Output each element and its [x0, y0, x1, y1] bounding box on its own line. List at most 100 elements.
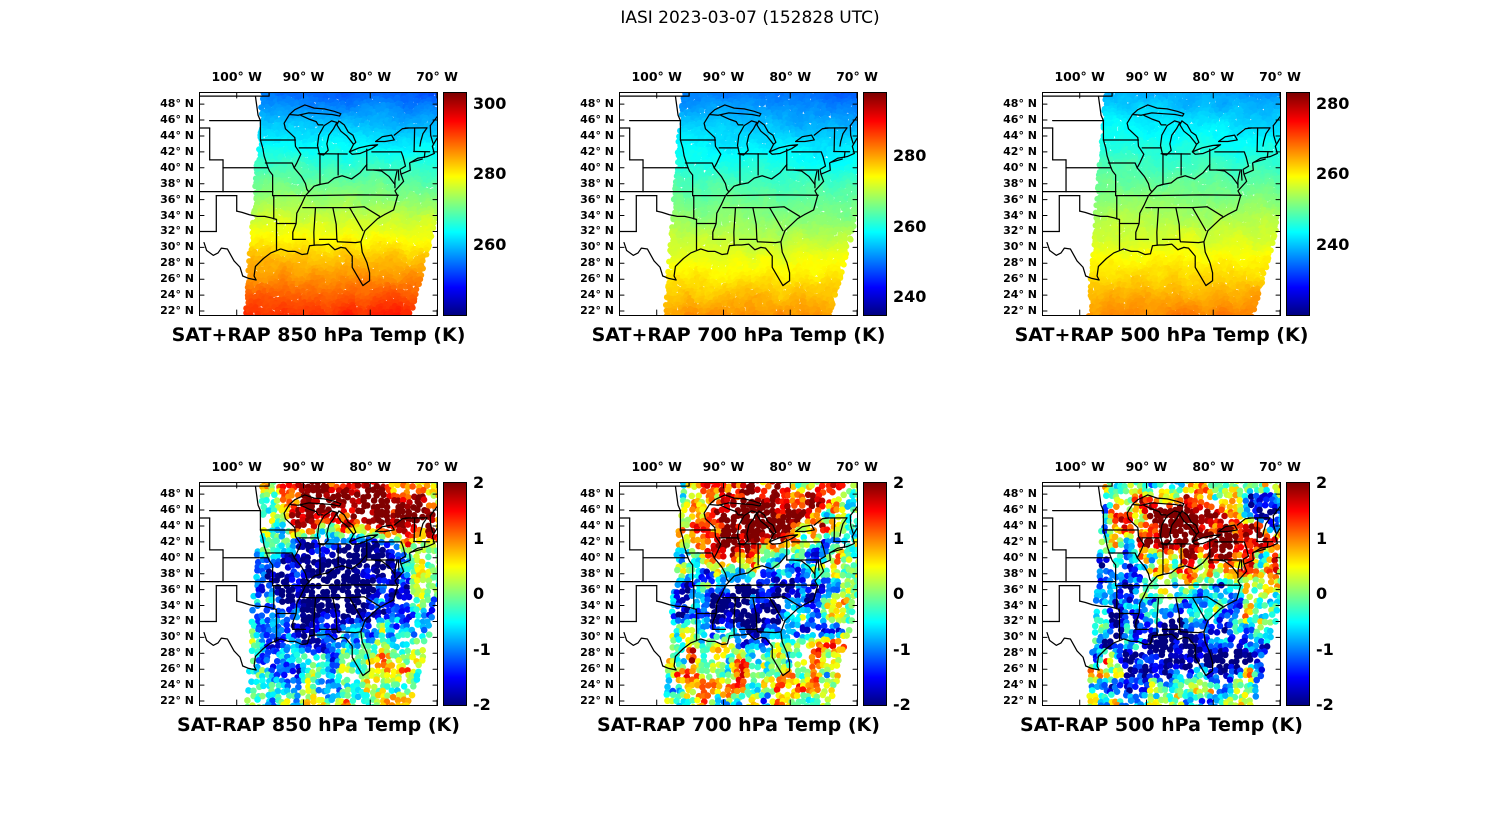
colorbar-tick-label: -2 [473, 695, 491, 714]
plot-box-sat-plus-rap-700 [619, 92, 858, 316]
lat-tick-label: 26° N [580, 272, 614, 286]
lat-tick-label: 24° N [1003, 678, 1037, 692]
colorbar-tick-label: 0 [473, 584, 485, 603]
lat-tick-label: 34° N [1003, 208, 1037, 222]
lat-tick-label: 42° N [160, 144, 194, 158]
lat-tick-label: 22° N [160, 304, 194, 318]
lat-tick-label: 42° N [580, 534, 614, 548]
lat-tick-label: 46° N [1003, 503, 1037, 517]
lat-tick-label: 46° N [580, 113, 614, 127]
lat-tick-label: 24° N [1003, 288, 1037, 302]
colorbar-tick-label: 280 [1316, 93, 1350, 113]
lon-tick-label: 100° W [1054, 69, 1105, 84]
lat-tick-label: 46° N [580, 503, 614, 517]
lon-tick-label: 70° W [1259, 69, 1301, 84]
lon-tick-label: 80° W [1192, 459, 1235, 474]
lat-tick-label: 22° N [580, 694, 614, 708]
lat-tick-label: 40° N [160, 550, 194, 564]
colorbar-tick-label: 2 [893, 473, 905, 492]
colorbar-tick-label: 260 [893, 216, 927, 236]
lon-tick-label: 70° W [836, 459, 878, 474]
map-canvas-sat-plus-rap-850 [200, 93, 437, 315]
lat-tick-label: 22° N [1003, 304, 1037, 318]
colorbar-tick-label: 1 [1316, 528, 1328, 548]
lat-tick-label: 34° N [580, 598, 614, 612]
colorbar-sat-minus-rap-850 [443, 482, 467, 706]
lon-tick-label: 90° W [282, 459, 325, 474]
lon-tick-label: 80° W [349, 459, 392, 474]
lat-tick-label: 28° N [1003, 256, 1037, 270]
lon-tick-label: 100° W [1054, 459, 1105, 474]
lon-tick-label: 70° W [416, 69, 458, 84]
lat-tick-label: 44° N [1003, 128, 1037, 142]
panel-title-sat-minus-rap-700: SAT-RAP 700 hPa Temp (K) [597, 714, 880, 736]
colorbar-tick-label: -1 [473, 639, 491, 659]
colorbar-tick-label: 2 [1316, 473, 1328, 492]
lat-tick-label: 28° N [160, 256, 194, 270]
colorbar-canvas-sat-plus-rap-700 [864, 93, 886, 315]
map-canvas-sat-plus-rap-500 [1043, 93, 1280, 315]
lon-tick-label: 70° W [836, 69, 878, 84]
lat-tick-label: 44° N [580, 518, 614, 532]
lat-tick-label: 26° N [1003, 272, 1037, 286]
figure-title: IASI 2023-03-07 (152828 UTC) [620, 8, 880, 28]
lat-tick-label: 40° N [160, 160, 194, 174]
lat-tick-label: 34° N [580, 208, 614, 222]
plot-box-sat-minus-rap-500 [1042, 482, 1281, 706]
lon-tick-label: 80° W [1192, 69, 1235, 84]
lat-tick-label: 38° N [160, 566, 194, 580]
colorbar-sat-minus-rap-700 [863, 482, 887, 706]
lat-tick-label: 26° N [160, 272, 194, 286]
colorbar-tick-label: 240 [1316, 234, 1350, 254]
lat-tick-label: 42° N [580, 144, 614, 158]
lon-tick-label: 100° W [631, 459, 682, 474]
lat-tick-label: 30° N [160, 240, 194, 254]
lat-tick-label: 28° N [1003, 646, 1037, 660]
colorbar-canvas-sat-minus-rap-500 [1287, 483, 1309, 705]
panel-title-sat-minus-rap-850: SAT-RAP 850 hPa Temp (K) [177, 714, 460, 736]
lat-tick-label: 32° N [160, 224, 194, 238]
colorbar-tick-label: 0 [1316, 584, 1328, 603]
lat-tick-label: 24° N [160, 288, 194, 302]
lat-tick-label: 22° N [160, 694, 194, 708]
lat-tick-label: 32° N [1003, 224, 1037, 238]
lon-tick-label: 90° W [702, 459, 745, 474]
lat-tick-label: 48° N [580, 487, 614, 501]
lat-tick-label: 46° N [160, 113, 194, 127]
colorbar-tick-label: 2 [473, 473, 485, 492]
lat-tick-label: 26° N [580, 662, 614, 676]
map-canvas-sat-minus-rap-500 [1043, 483, 1280, 705]
lat-tick-label: 42° N [160, 534, 194, 548]
map-canvas-sat-minus-rap-700 [620, 483, 857, 705]
colorbar-canvas-sat-plus-rap-850 [444, 93, 466, 315]
colorbar-sat-minus-rap-500 [1286, 482, 1310, 706]
lat-tick-label: 28° N [580, 646, 614, 660]
lat-tick-label: 24° N [580, 288, 614, 302]
lat-tick-label: 34° N [160, 208, 194, 222]
lat-tick-label: 48° N [1003, 487, 1037, 501]
lat-tick-label: 44° N [1003, 518, 1037, 532]
lat-tick-label: 40° N [1003, 160, 1037, 174]
plot-box-sat-minus-rap-700 [619, 482, 858, 706]
colorbar-tick-label: 260 [473, 234, 507, 254]
colorbar-tick-label: 240 [893, 287, 927, 307]
lat-tick-label: 36° N [580, 582, 614, 596]
lat-tick-label: 38° N [1003, 176, 1037, 190]
lat-tick-label: 32° N [580, 614, 614, 628]
colorbar-tick-label: 1 [473, 528, 485, 548]
colorbar-tick-label: 1 [893, 528, 905, 548]
lat-tick-label: 40° N [1003, 550, 1037, 564]
colorbar-tick-label: 280 [473, 164, 507, 184]
lat-tick-label: 48° N [160, 487, 194, 501]
colorbar-canvas-sat-minus-rap-850 [444, 483, 466, 705]
lat-tick-label: 26° N [160, 662, 194, 676]
lat-tick-label: 38° N [160, 176, 194, 190]
lon-tick-label: 90° W [702, 69, 745, 84]
colorbar-tick-label: -2 [1316, 695, 1334, 714]
lat-tick-label: 36° N [1003, 192, 1037, 206]
lon-tick-label: 80° W [769, 459, 812, 474]
map-canvas-sat-minus-rap-850 [200, 483, 437, 705]
lat-tick-label: 38° N [580, 176, 614, 190]
